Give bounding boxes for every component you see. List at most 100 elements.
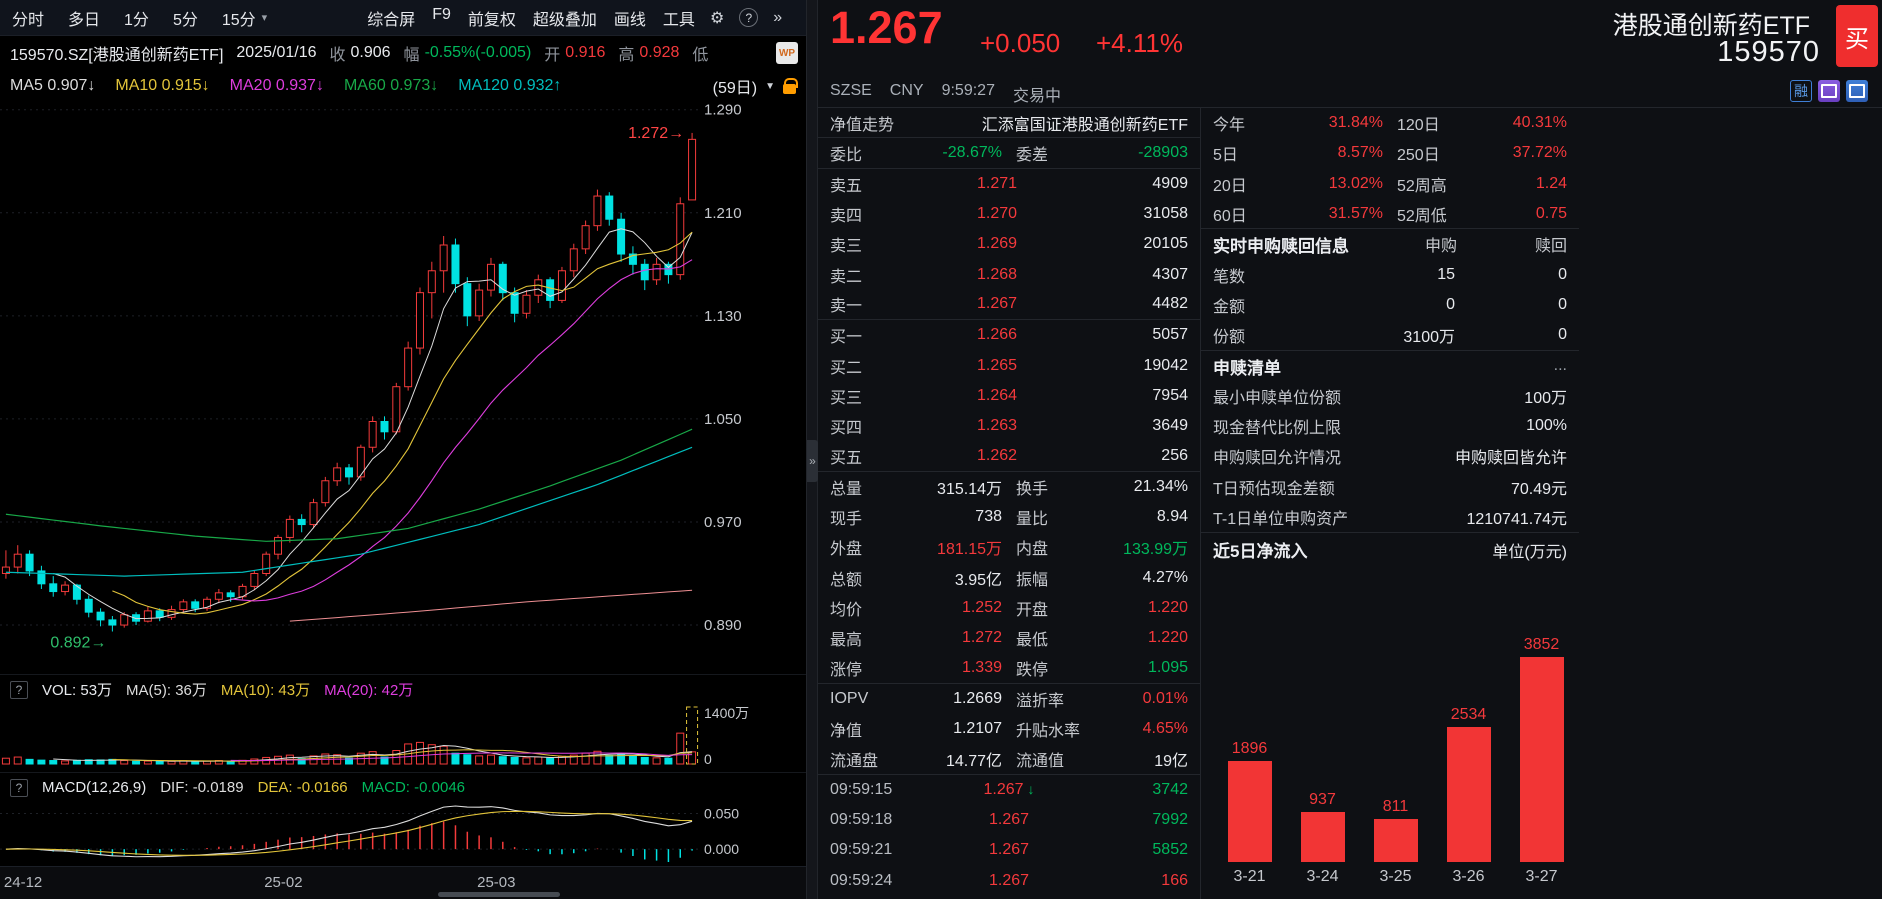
screenshot-icon[interactable]	[1818, 80, 1840, 102]
flow-categories: 3-21 3-24 3-25 3-26 3-27	[1201, 868, 1579, 886]
stat-label: 内盘	[1016, 541, 1049, 559]
toolbar-menu-item[interactable]: F9	[432, 5, 451, 23]
bid-row[interactable]: 买三 1.264 7954	[818, 381, 1200, 411]
candlestick-chart[interactable]: 1.290 1.210 1.130 1.050 0.970 0.890 1.272→ 0.89…	[0, 102, 806, 674]
tick-volume: 7992	[1152, 810, 1188, 828]
period-tab[interactable]: 分时	[12, 11, 45, 29]
bid-volume: 7954	[1152, 386, 1188, 404]
bid-row[interactable]: 买五 1.262 256	[818, 441, 1200, 472]
volume-help-icon[interactable]: ?	[10, 680, 28, 699]
time-axis-label: 25-02	[264, 874, 303, 891]
stat-value: 1.252	[961, 598, 1002, 616]
grid-layout-icon[interactable]	[1846, 80, 1868, 102]
main-toolbar: 分时 多日 1分 5分 15分 ▾ 综合屏 F9 前复权 超级叠加 画线 工具 ⚙ ? »	[0, 0, 806, 36]
weicha-label: 委差	[1016, 146, 1049, 164]
ask-row[interactable]: 卖五 1.271 4909	[818, 169, 1200, 199]
fund-nav-row: 净值走势 汇添富国证港股通创新药ETF	[818, 108, 1200, 139]
margin-trading-badge[interactable]: 融	[1790, 80, 1812, 102]
ask-volume: 4307	[1152, 265, 1188, 283]
tick-row: 09:59:18 1.267 7992	[818, 805, 1200, 835]
order-imbalance-row: 委比 -28.67% 委差 -28903	[818, 138, 1200, 169]
svg-text:1400万: 1400万	[704, 705, 749, 721]
volume-ma20: MA(20): 42万	[324, 682, 414, 699]
bid-row[interactable]: 买二 1.265 19042	[818, 350, 1200, 380]
symbol-label: 159570.SZ[港股通创新药ETF]	[10, 47, 224, 64]
perf-label: 20日	[1213, 177, 1247, 195]
range-dropdown-icon[interactable]: ▼	[765, 80, 775, 92]
period-tab[interactable]: 1分	[124, 11, 149, 29]
more-chevrons-icon[interactable]: »	[773, 8, 783, 26]
fund-info-column: 今年 31.84% 120日 40.31% 5日 8.57% 250日 37.72% 20日 13…	[1200, 108, 1882, 899]
ask-volume: 4909	[1152, 174, 1188, 192]
visible-range-label[interactable]: (59日)	[712, 80, 758, 97]
stat-label: IOPV	[830, 689, 869, 707]
stat-label: 均价	[830, 601, 863, 619]
fund-name-link[interactable]: 汇添富国证港股通创新药ETF	[981, 116, 1188, 134]
stat-label: 总量	[830, 480, 863, 498]
tick-price: 1.267 ↓	[983, 780, 1035, 798]
bid-row[interactable]: 买一 1.266 5057	[818, 320, 1200, 350]
stat-value: 1.220	[1147, 598, 1188, 616]
list-label: T日预估现金差额	[1213, 480, 1335, 498]
volume-chart[interactable]: 1400万 0	[0, 704, 806, 772]
stat-row: 均价 1.252 开盘 1.220	[818, 593, 1200, 623]
wp-logo-icon[interactable]: WP	[776, 42, 798, 64]
flow-unit: 单位(万元)	[1492, 543, 1567, 561]
quote-panel: 1.267 +0.050 +4.11% 港股通创新药ETF 159570 买 S…	[818, 0, 1882, 899]
ask-row[interactable]: 卖一 1.267 4482	[818, 290, 1200, 321]
performance-row: 5日 8.57% 250日 37.72%	[1201, 138, 1579, 168]
period-tab[interactable]: 5分	[172, 11, 198, 29]
buy-button[interactable]: 买	[1836, 5, 1878, 67]
close-label: 收	[329, 47, 346, 64]
toolbar-menu-item[interactable]: 前复权	[467, 11, 516, 29]
chart-scrollbar[interactable]	[438, 892, 560, 897]
ask-row[interactable]: 卖二 1.268 4307	[818, 259, 1200, 289]
stat-label: 净值	[830, 723, 863, 741]
period-tab[interactable]: 多日	[68, 11, 101, 29]
stat-row: 总量 315.14万 换手 21.34%	[818, 472, 1200, 502]
perf-label: 5日	[1213, 147, 1238, 165]
security-name: 港股通创新药ETF	[1612, 12, 1810, 40]
bid-row[interactable]: 买四 1.263 3649	[818, 411, 1200, 441]
stat-value: 3.95亿	[954, 571, 1002, 589]
period-tabs: 分时 多日 1分 5分 15分	[12, 6, 256, 30]
stat-row: 总额 3.95亿 振幅 4.27%	[818, 562, 1200, 592]
crosshair-date: 2025/01/16	[236, 44, 317, 61]
market-status-row: SZSE CNY 9:59:27 交易中	[830, 82, 1061, 106]
toolbar-menu-item[interactable]: 画线	[613, 11, 646, 29]
redeem-value: 0	[1558, 326, 1567, 344]
collapse-panel-button[interactable]: »	[807, 440, 818, 482]
more-button[interactable]: ...	[1553, 357, 1567, 375]
macd-help-icon[interactable]: ?	[10, 778, 28, 797]
ask-row[interactable]: 卖三 1.269 20105	[818, 229, 1200, 259]
tick-time: 09:59:24	[830, 871, 893, 889]
toolbar-menu-item[interactable]: 超级叠加	[532, 11, 597, 29]
svg-text:1.130: 1.130	[704, 308, 742, 325]
ma5-value: MA5 0.907↓	[10, 77, 96, 94]
tick-time: 09:59:18	[830, 810, 893, 828]
redemption-list-row: 申购赎回允许情况 申购赎回皆允许	[1201, 441, 1579, 471]
list-value: 100万	[1524, 389, 1567, 407]
last-price: 1.267	[830, 2, 943, 53]
currency-label: CNY	[889, 82, 924, 99]
stat-value: 19亿	[1154, 752, 1188, 770]
toolbar-menu-item[interactable]: 综合屏	[367, 11, 416, 29]
price-change-percent: +4.11%	[1096, 28, 1183, 58]
toolbar-menu-item[interactable]: 工具	[662, 11, 695, 29]
ask-row[interactable]: 卖四 1.270 31058	[818, 199, 1200, 229]
tick-volume: 3742	[1152, 780, 1188, 798]
open-label: 开	[544, 47, 561, 64]
ask-level-label: 卖四	[830, 208, 863, 226]
svg-text:0.970: 0.970	[704, 514, 742, 531]
subscription-label: 金额	[1213, 298, 1246, 316]
settings-gear-icon[interactable]: ⚙	[709, 9, 725, 27]
help-icon[interactable]: ?	[739, 8, 759, 27]
lock-icon[interactable]	[783, 77, 798, 94]
stat-value: 1.220	[1147, 629, 1188, 647]
flow-header: 近5日净流入 单位(万元)	[1201, 532, 1579, 566]
macd-chart[interactable]: 0.050 0.000	[0, 802, 806, 866]
macd-dif-value: DIF: -0.0189	[160, 779, 244, 796]
period-dropdown-caret-icon[interactable]: ▾	[261, 12, 268, 24]
period-tab[interactable]: 15分	[221, 11, 256, 29]
redemption-list-row: 现金替代比例上限 100%	[1201, 411, 1579, 441]
